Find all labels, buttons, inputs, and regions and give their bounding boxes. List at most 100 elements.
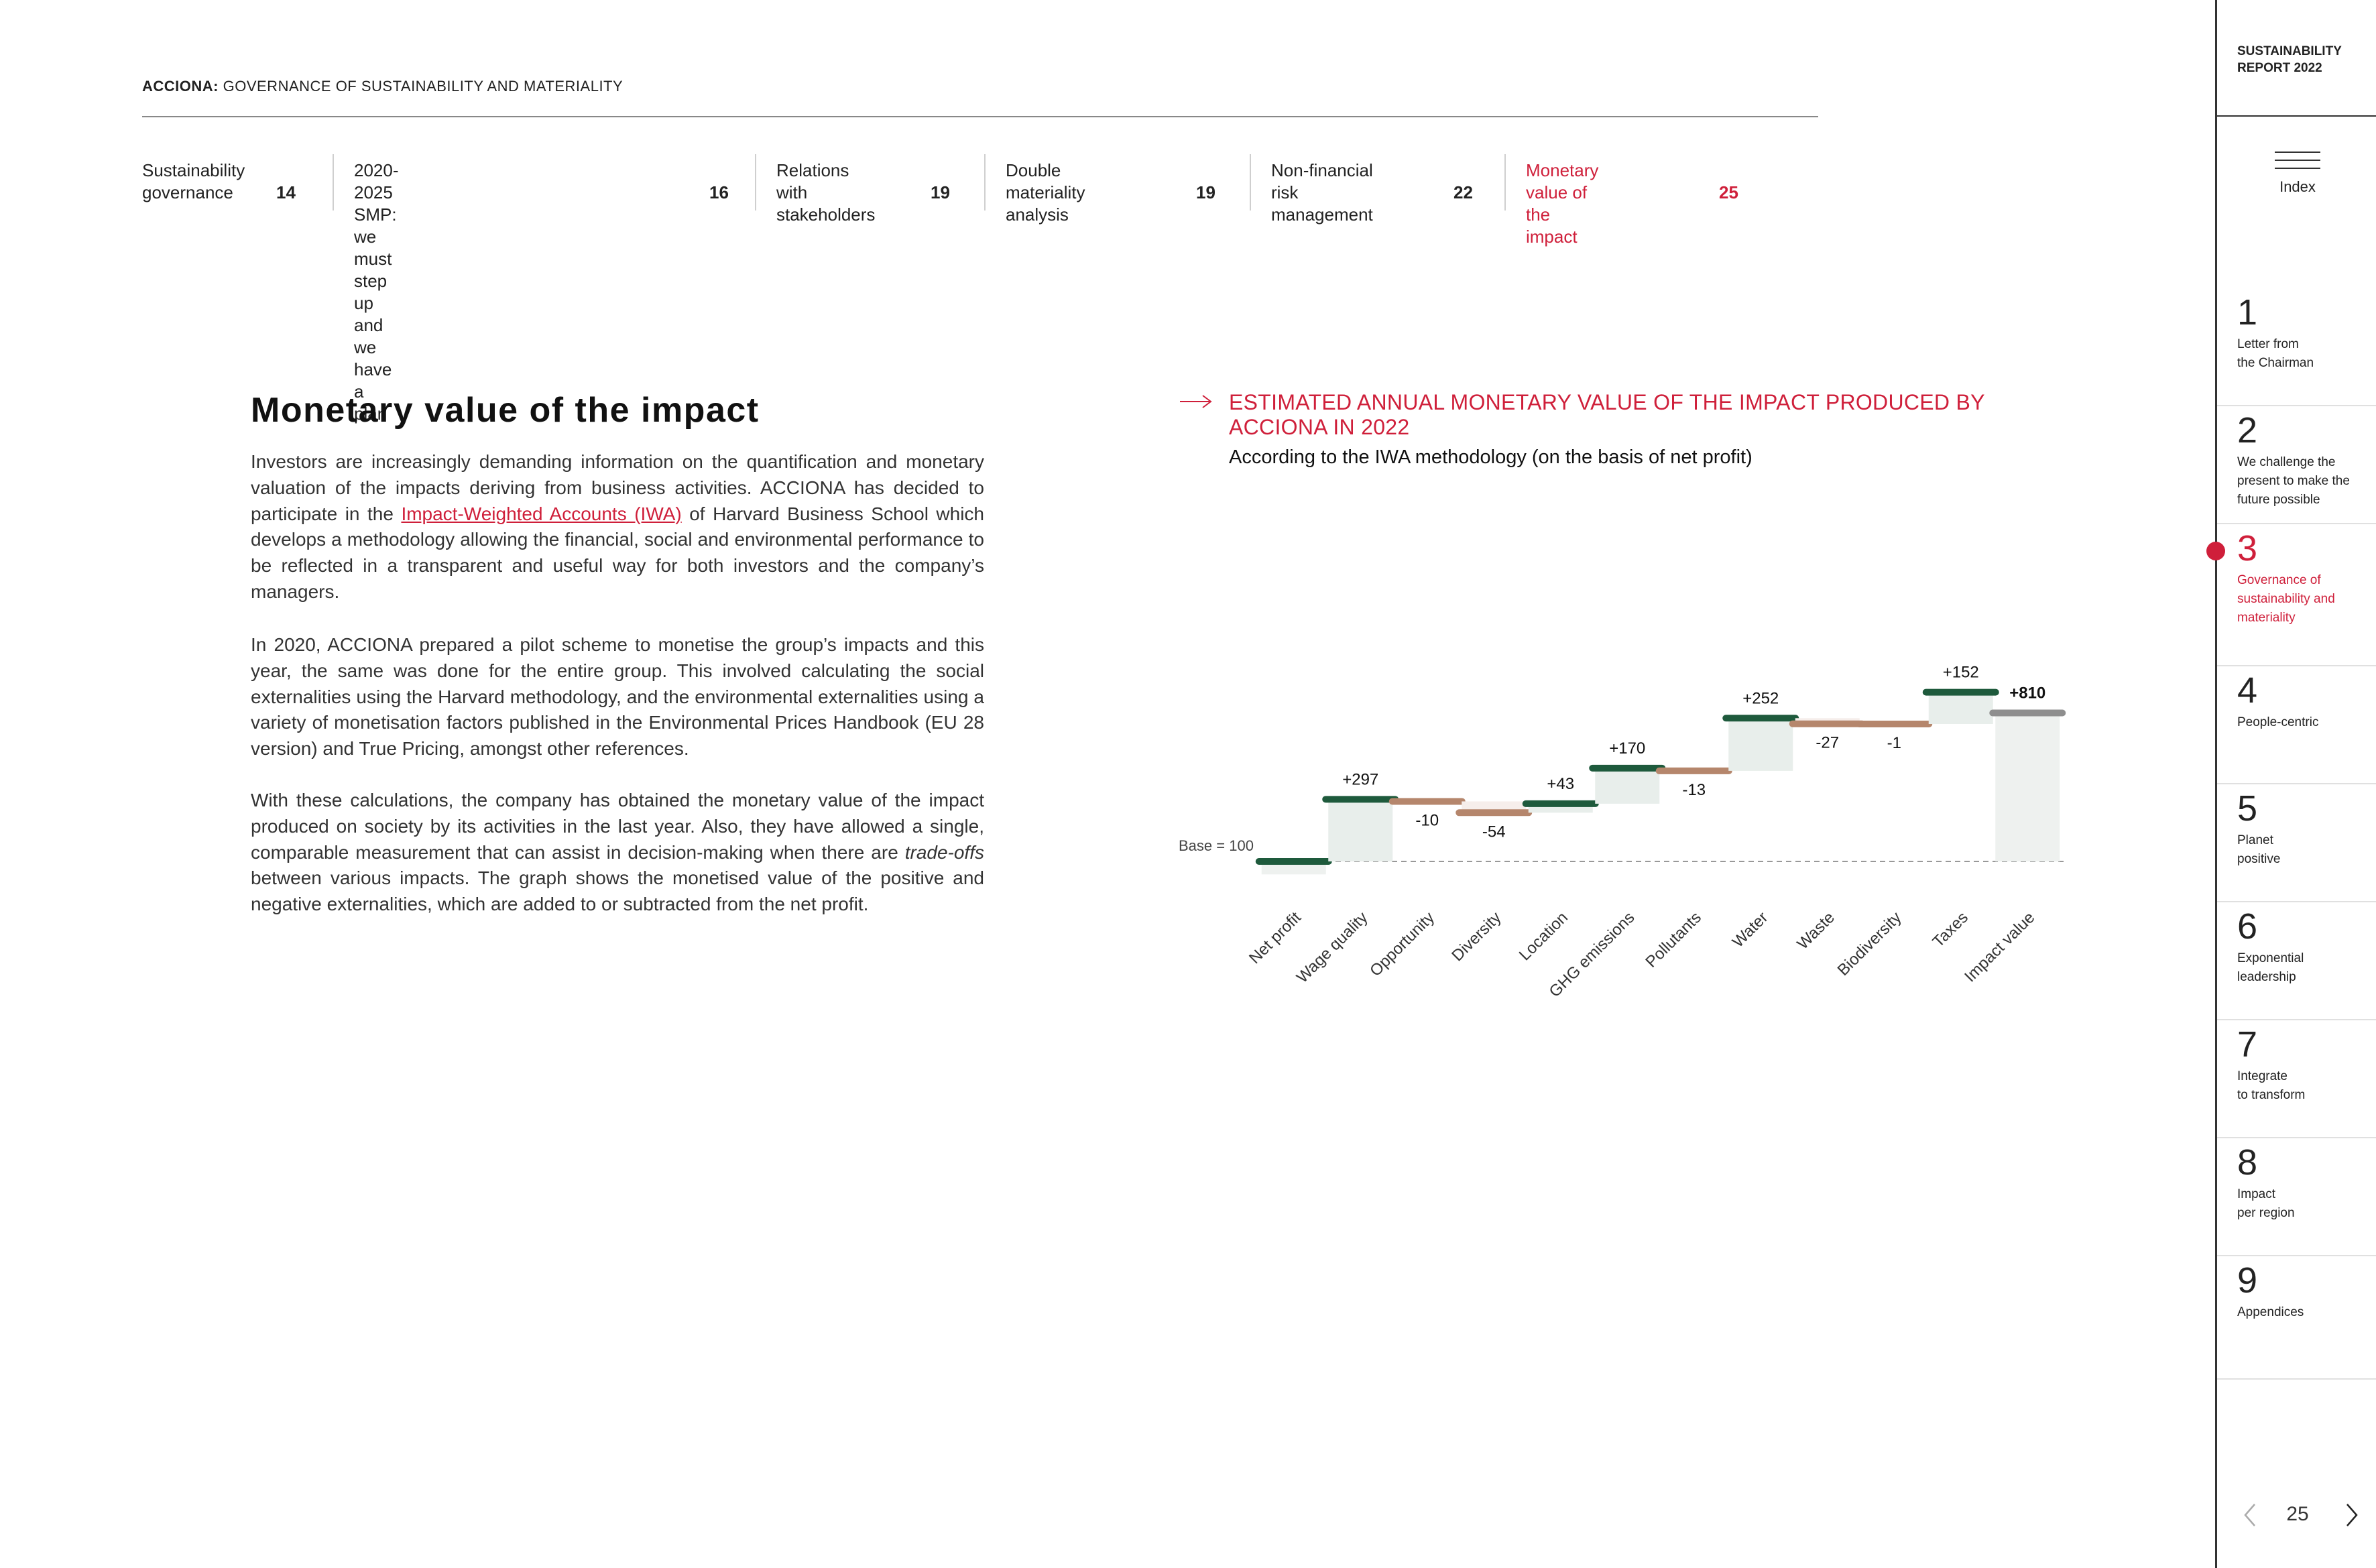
chapter-label: Appendices — [2237, 1305, 2304, 1319]
chapter-divider — [2217, 1378, 2376, 1380]
data-label: +152 — [1943, 664, 1979, 682]
paragraph-intro: Investors are increasingly demanding inf… — [251, 449, 984, 605]
menu-icon — [2275, 152, 2320, 170]
chapter-divider — [2217, 523, 2376, 524]
paragraph-text: With these calculations, the company has… — [251, 790, 984, 863]
nav-divider — [1504, 154, 1506, 210]
active-chapter-indicator — [2206, 542, 2225, 560]
nav-item-label: Relations with stakeholders — [776, 160, 876, 225]
nav-item-page: 14 — [276, 182, 296, 202]
header-section: GOVERNANCE OF SUSTAINABILITY AND MATERIA… — [219, 78, 623, 95]
data-label: +252 — [1742, 689, 1779, 707]
header-brand: ACCIONA: — [142, 78, 219, 95]
chapter-sidebar: SUSTAINABILITY REPORT 2022 Index 1 Letter… — [2206, 0, 2376, 1568]
chart-subtitle: According to the IWA methodology (on the… — [1229, 446, 1753, 468]
category-label: Biodiversity — [1834, 908, 1905, 979]
nav-divider — [755, 154, 756, 210]
chapter-label: We challenge the present to make the fut… — [2237, 455, 2350, 507]
chapter-label: Planet positive — [2237, 833, 2281, 866]
chapter-number: 5 — [2237, 788, 2258, 829]
category-label: Location — [1516, 908, 1571, 964]
category-label: Waste — [1793, 908, 1838, 953]
nav-item-page: 16 — [709, 182, 729, 202]
chapter-divider — [2217, 405, 2376, 406]
chapter-number: 3 — [2237, 528, 2258, 568]
document-header: ACCIONA: GOVERNANCE OF SUSTAINABILITY AN… — [142, 78, 623, 95]
chapter-divider — [2217, 901, 2376, 902]
chapter-divider — [2217, 1019, 2376, 1020]
nav-item-label: Non-financial risk management — [1271, 160, 1373, 225]
bar-impact-value — [1995, 713, 2060, 861]
nav-divider — [1250, 154, 1251, 210]
chapter-number: 4 — [2237, 670, 2258, 711]
nav-divider — [984, 154, 986, 210]
index-label: Index — [2279, 178, 2316, 195]
category-label: Impact value — [1961, 908, 2038, 985]
chart-title: ESTIMATED ANNUAL MONETARY VALUE OF THE I… — [1229, 390, 1985, 439]
iwa-link[interactable]: Impact-Weighted Accounts (IWA) — [401, 503, 682, 524]
waterfall-chart: Base = 100 Net profit +297 Wage quality -10 O… — [1179, 664, 2066, 1001]
paragraph-pilot: In 2020, ACCIONA prepared a pilot scheme… — [251, 634, 984, 760]
nav-item-page: 19 — [1196, 182, 1215, 202]
page-title: Monetary value of the impact — [251, 391, 760, 430]
category-label: Opportunity — [1366, 908, 1438, 980]
data-label: +297 — [1342, 770, 1378, 788]
data-label: -1 — [1887, 734, 1901, 752]
data-label: -27 — [1816, 734, 1839, 752]
category-label: Wage quality — [1293, 908, 1372, 987]
chapter-label: Impact per region — [2237, 1187, 2295, 1220]
chapter-number: 1 — [2237, 292, 2258, 333]
header-divider — [142, 116, 1818, 117]
category-label: Net profit — [1246, 908, 1305, 967]
paragraph-text: Investors are increasingly demanding inf… — [251, 451, 984, 524]
data-label: +43 — [1547, 775, 1574, 793]
data-label: -54 — [1482, 823, 1506, 841]
page-number: 25 — [2286, 1503, 2309, 1525]
nav-item-page: 22 — [1453, 182, 1473, 202]
chevron-right-icon[interactable] — [2338, 1500, 2365, 1530]
nav-item-label: Monetary value of the impact — [1526, 160, 1599, 247]
data-label: +170 — [1609, 739, 1645, 758]
category-label: Taxes — [1929, 908, 1972, 951]
sidebar-divider — [2217, 115, 2376, 117]
chapter-number: 8 — [2237, 1142, 2258, 1183]
category-label: Water — [1729, 908, 1772, 951]
base-label: Base = 100 — [1179, 837, 1254, 854]
chapter-number: 7 — [2237, 1024, 2258, 1065]
chapter-divider — [2217, 665, 2376, 666]
paragraph-calculations: With these calculations, the company has… — [251, 788, 984, 918]
data-label: +810 — [2009, 684, 2045, 702]
bar-wage-quality — [1328, 799, 1393, 861]
data-label: -13 — [1682, 781, 1706, 799]
nav-item-page: 19 — [931, 182, 950, 202]
chapter-number: 6 — [2237, 906, 2258, 947]
chapter-label: Governance of sustainability and materia… — [2237, 573, 2335, 625]
chapter-label: Integrate to transform — [2237, 1069, 2306, 1102]
chapter-number: 9 — [2237, 1260, 2258, 1301]
nav-item-label: 2020-2025 SMP: we must step up and we ha… — [354, 160, 399, 424]
nav-divider — [333, 154, 334, 210]
chapter-divider — [2217, 783, 2376, 784]
category-label: Pollutants — [1642, 908, 1705, 971]
paragraph-text: of Harvard Business School which develop… — [251, 503, 985, 602]
paragraph-text: between various impacts. The graph shows… — [251, 867, 984, 915]
chapter-label: Letter from the Chairman — [2237, 337, 2314, 370]
nav-item-label: Sustainability governance — [142, 160, 245, 202]
chapter-divider — [2217, 1137, 2376, 1138]
index-button[interactable]: Index — [2217, 147, 2376, 201]
pager: 25 — [2217, 1495, 2376, 1535]
nav-item-label: Double materiality analysis — [1006, 160, 1085, 225]
chapter-label: Exponential leadership — [2237, 951, 2304, 984]
bar-water — [1728, 718, 1793, 771]
data-label: -10 — [1415, 811, 1439, 829]
bar-taxes — [1928, 692, 1993, 725]
report-title: SUSTAINABILITY REPORT 2022 — [2237, 44, 2342, 75]
chapter-number: 2 — [2237, 410, 2258, 450]
chapter-label: People-centric — [2237, 715, 2319, 729]
nav-item-page: 25 — [1719, 182, 1738, 202]
chevron-left-icon[interactable] — [2237, 1500, 2264, 1530]
bar-ghg-emissions — [1595, 768, 1660, 804]
trade-offs-term: trade-offs — [904, 841, 984, 863]
category-label: Diversity — [1448, 908, 1504, 965]
arrow-right-icon — [1180, 395, 1212, 408]
